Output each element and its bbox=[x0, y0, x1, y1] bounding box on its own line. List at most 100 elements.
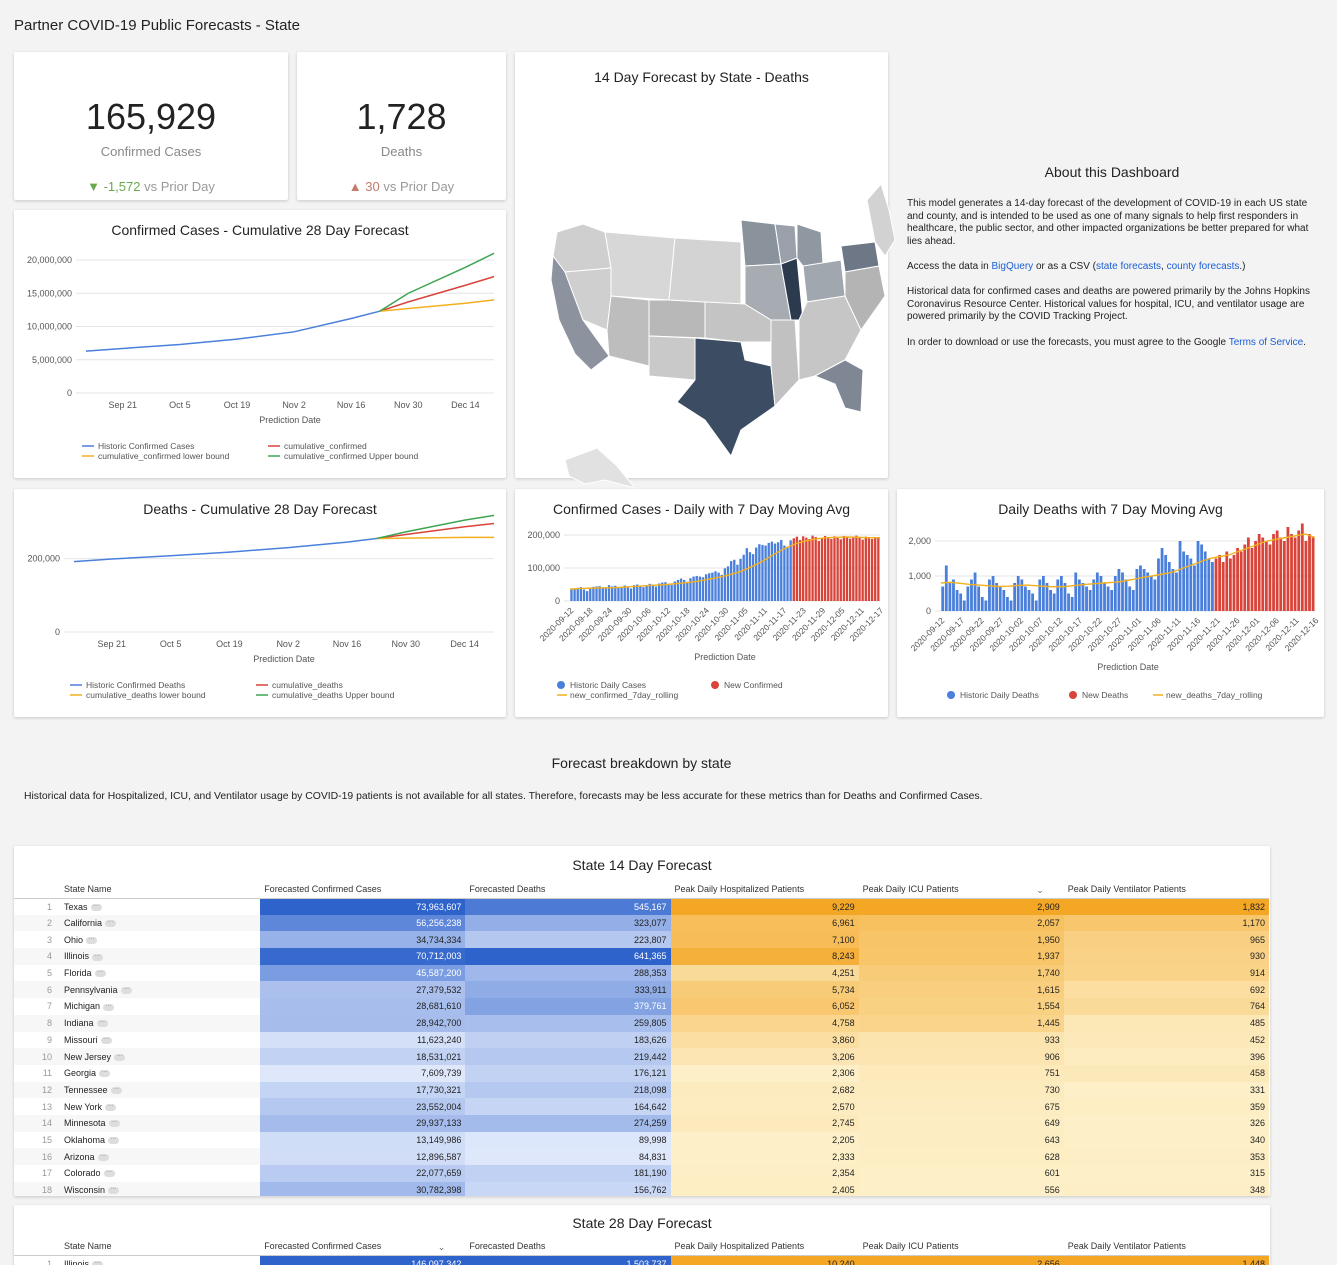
deaths-cumulative-chart[interactable]: 0 200,000 Sep 21 Oct 5 Oct 19 Nov 2 Nov 16 Nov … bbox=[14, 489, 506, 717]
bar[interactable] bbox=[708, 573, 711, 601]
more-options-icon[interactable]: ··· bbox=[97, 1153, 109, 1161]
more-options-icon[interactable]: ··· bbox=[100, 1036, 112, 1044]
bar[interactable] bbox=[1254, 541, 1257, 611]
bar[interactable] bbox=[1203, 551, 1207, 612]
bar[interactable] bbox=[998, 586, 1002, 612]
more-options-icon[interactable]: ··· bbox=[86, 936, 98, 944]
bar[interactable] bbox=[783, 545, 786, 601]
bar[interactable] bbox=[855, 535, 858, 601]
bar[interactable] bbox=[842, 535, 846, 601]
bar[interactable] bbox=[582, 589, 586, 601]
bar[interactable] bbox=[748, 552, 752, 601]
bar[interactable] bbox=[711, 572, 714, 601]
bar[interactable] bbox=[1178, 541, 1182, 611]
series-line[interactable] bbox=[85, 310, 380, 352]
bar[interactable] bbox=[1211, 562, 1214, 611]
bar[interactable] bbox=[1085, 586, 1088, 612]
bar[interactable] bbox=[1311, 537, 1315, 612]
table-row[interactable]: 13 New York ··· 23,552,004 164,642 2,570 675 35… bbox=[14, 1098, 1269, 1115]
bar[interactable] bbox=[704, 574, 708, 601]
bar[interactable] bbox=[952, 579, 955, 612]
bar[interactable] bbox=[780, 539, 783, 601]
bar[interactable] bbox=[1131, 590, 1135, 611]
bar[interactable] bbox=[966, 586, 970, 612]
bar[interactable] bbox=[1117, 569, 1121, 611]
confirmed-cumulative-chart[interactable]: 0 5,000,000 10,000,000 15,000,000 20,000,000… bbox=[14, 210, 506, 478]
column-header[interactable]: Peak Daily Hospitalized Patients bbox=[670, 881, 859, 899]
bar[interactable] bbox=[770, 541, 774, 601]
bar[interactable] bbox=[977, 586, 981, 612]
bar[interactable] bbox=[805, 537, 808, 601]
sort-chevron-icon[interactable]: ⌄ bbox=[437, 1242, 446, 1252]
bar[interactable] bbox=[664, 582, 667, 601]
table-row[interactable]: 6 Pennsylvania ··· 27,379,532 333,911 5,734 1,… bbox=[14, 981, 1269, 999]
bar[interactable] bbox=[864, 536, 867, 601]
series-line[interactable] bbox=[376, 514, 495, 540]
more-options-icon[interactable]: ··· bbox=[92, 1260, 104, 1265]
bar[interactable] bbox=[592, 586, 595, 601]
daily-deaths-card[interactable]: Daily Deaths with 7 Day Moving Avg 0 1,00… bbox=[897, 489, 1324, 717]
bar[interactable] bbox=[1124, 579, 1128, 612]
bar[interactable] bbox=[786, 547, 789, 601]
bar[interactable] bbox=[1056, 579, 1060, 612]
bar[interactable] bbox=[1300, 523, 1304, 612]
bar[interactable] bbox=[661, 582, 664, 601]
bar[interactable] bbox=[629, 588, 633, 601]
more-options-icon[interactable]: ··· bbox=[108, 1119, 120, 1128]
more-options-icon[interactable]: ··· bbox=[108, 1136, 120, 1145]
more-options-icon[interactable]: ··· bbox=[108, 1186, 120, 1195]
bar[interactable] bbox=[1279, 537, 1283, 612]
bar[interactable] bbox=[808, 538, 811, 601]
bar[interactable] bbox=[1095, 572, 1099, 612]
bar[interactable] bbox=[607, 585, 611, 601]
table-row[interactable]: 5 Florida ··· 45,587,200 288,353 4,251 1,740 91… bbox=[14, 964, 1269, 982]
bar[interactable] bbox=[1106, 586, 1110, 612]
bar[interactable] bbox=[1246, 537, 1250, 612]
bar[interactable] bbox=[1160, 548, 1164, 611]
bar[interactable] bbox=[611, 586, 614, 601]
bar[interactable] bbox=[632, 585, 636, 601]
table-row[interactable]: 17 Colorado ··· 22,077,659 181,190 2,354 601 31… bbox=[14, 1165, 1269, 1182]
series-line[interactable] bbox=[73, 537, 377, 563]
bar[interactable] bbox=[626, 586, 629, 601]
series-line[interactable] bbox=[376, 522, 495, 540]
bar[interactable] bbox=[645, 585, 648, 601]
column-header[interactable]: Forecasted Confirmed Cases ⌄ bbox=[260, 1238, 466, 1256]
bar[interactable] bbox=[733, 559, 736, 601]
bar[interactable] bbox=[795, 536, 799, 601]
bar[interactable] bbox=[973, 572, 977, 612]
bar[interactable] bbox=[1020, 579, 1024, 612]
bar[interactable] bbox=[679, 578, 683, 601]
bar[interactable] bbox=[1110, 590, 1114, 611]
bar[interactable] bbox=[1038, 579, 1042, 612]
table-row[interactable]: 11 Georgia ··· 7,609,739 176,121 2,306 751 458 bbox=[14, 1064, 1269, 1082]
more-options-icon[interactable]: ··· bbox=[103, 1169, 115, 1178]
bar[interactable] bbox=[1092, 579, 1096, 612]
deaths-cumulative-card[interactable]: Deaths - Cumulative 28 Day Forecast 0 200… bbox=[14, 489, 506, 717]
bar[interactable] bbox=[1272, 534, 1275, 611]
bar[interactable] bbox=[698, 576, 702, 601]
bar[interactable] bbox=[1164, 555, 1168, 611]
column-header[interactable]: Peak Daily ICU Patients ⌄ bbox=[858, 881, 1064, 899]
bar[interactable] bbox=[695, 575, 698, 601]
bar[interactable] bbox=[1200, 544, 1204, 612]
bar[interactable] bbox=[1041, 576, 1045, 611]
bar[interactable] bbox=[654, 586, 658, 601]
bar[interactable] bbox=[614, 585, 617, 601]
kpi-deaths-card[interactable]: 1,728 Deaths ▲ 30 vs Prior Day bbox=[297, 52, 506, 200]
bar[interactable] bbox=[1214, 558, 1218, 612]
bar[interactable] bbox=[988, 579, 991, 612]
bar[interactable] bbox=[830, 538, 833, 601]
bar[interactable] bbox=[1286, 527, 1290, 611]
bar[interactable] bbox=[667, 584, 670, 602]
bar[interactable] bbox=[729, 561, 733, 601]
bar[interactable] bbox=[1113, 576, 1117, 611]
bar[interactable] bbox=[944, 565, 948, 612]
bar[interactable] bbox=[1139, 565, 1142, 612]
bar[interactable] bbox=[717, 572, 720, 601]
bar[interactable] bbox=[598, 586, 601, 601]
bar[interactable] bbox=[1045, 583, 1049, 611]
bar[interactable] bbox=[1146, 572, 1150, 612]
state-forecasts-link[interactable]: state forecasts bbox=[1096, 260, 1162, 272]
bar[interactable] bbox=[877, 537, 880, 601]
